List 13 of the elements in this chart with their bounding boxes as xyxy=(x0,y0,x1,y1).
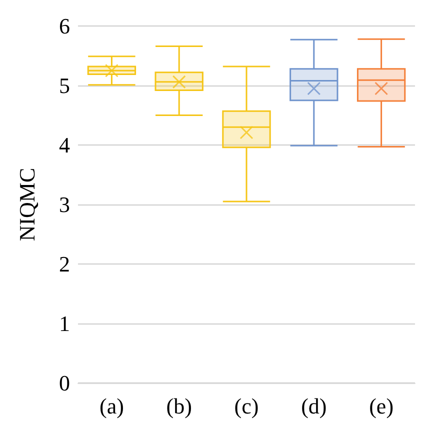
y-axis-title: NIQMC xyxy=(14,168,40,242)
x-tick-label: (d) xyxy=(301,394,327,418)
x-tick-label: (a) xyxy=(99,394,124,418)
x-tick-label: (e) xyxy=(369,394,394,418)
x-tick-label: (c) xyxy=(234,394,259,418)
y-tick-label: 0 xyxy=(59,370,70,396)
y-tick-label: 2 xyxy=(59,252,70,276)
y-tick-label: 6 xyxy=(59,14,70,38)
y-tick-label: 3 xyxy=(59,192,70,217)
x-tick-label: (b) xyxy=(166,394,192,418)
y-tick-label: 4 xyxy=(59,132,70,158)
y-tick-label: 5 xyxy=(59,73,70,98)
y-tick-label: 1 xyxy=(59,311,70,336)
